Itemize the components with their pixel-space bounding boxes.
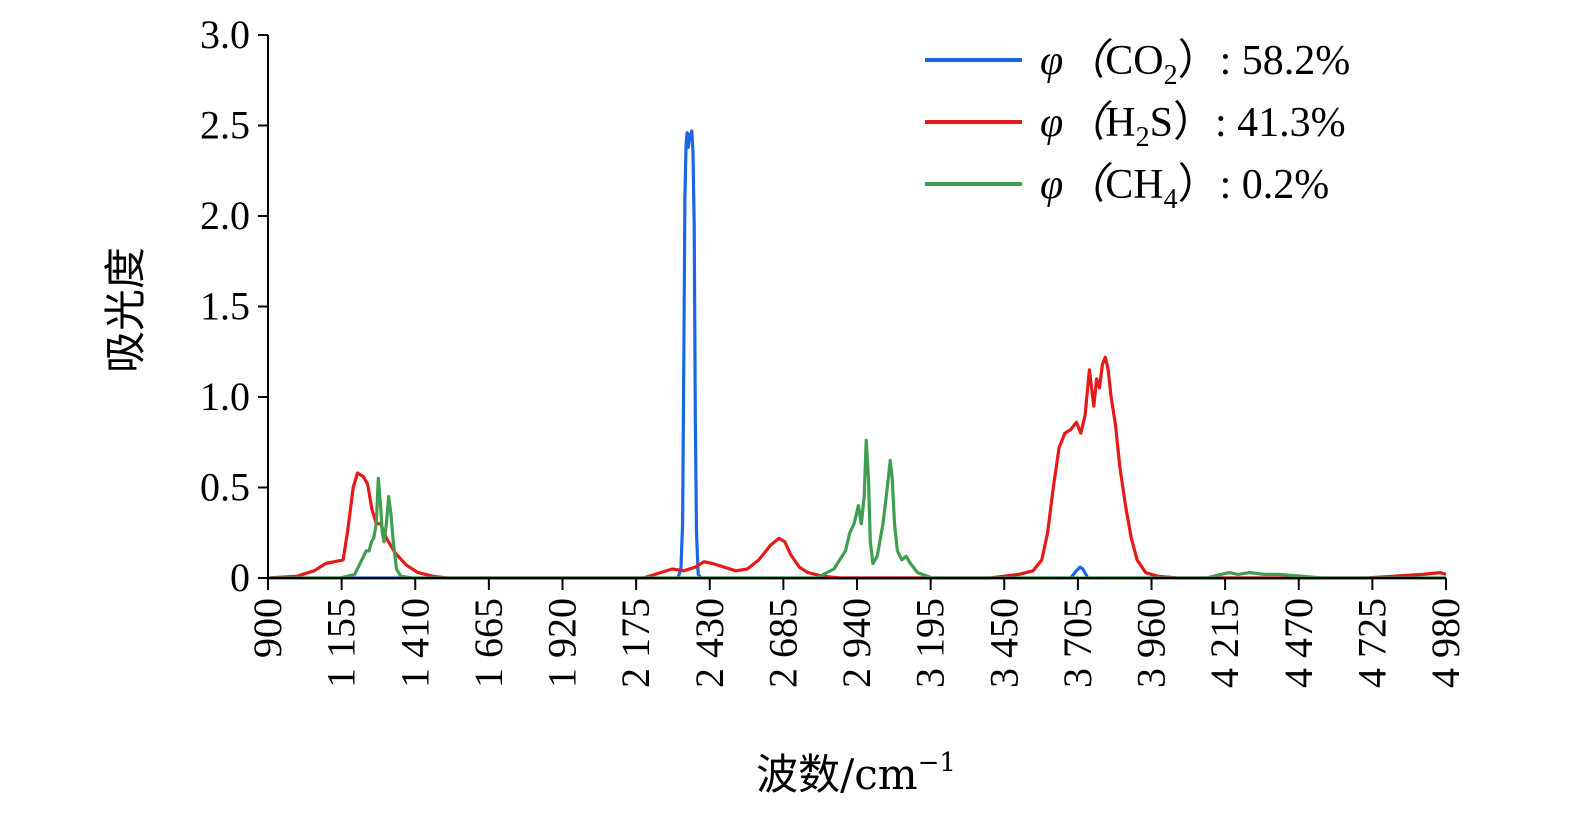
y-tick-label: 2.5	[200, 103, 250, 148]
x-axis-title-text: 波数/cm	[756, 750, 918, 799]
x-tick-label: 4 980	[1423, 598, 1468, 688]
x-tick-label: 1 155	[319, 598, 364, 688]
series-line-h2s	[267, 355, 1447, 580]
x-tick-label: 2 940	[834, 598, 879, 688]
x-tick-label: 2 685	[760, 598, 805, 688]
legend-label-h2s: φ（H2S）: 41.3%	[1040, 100, 1346, 153]
x-tick-label: 3 450	[981, 598, 1026, 688]
series-line-co2	[268, 129, 1446, 580]
x-tick-label: 900	[245, 598, 290, 658]
x-axis-title: 波数/cm−1	[756, 748, 956, 799]
y-ticks: 0 0.5 1.0 1.5 2.0 2.5 3.0	[200, 12, 268, 600]
y-tick-label: 1.5	[200, 284, 250, 329]
x-ticks: 900 1 155 1 410 1 665 1 920 2 175 2 430 2 685 2 …	[245, 578, 1468, 688]
y-tick-label: 3.0	[200, 12, 250, 57]
y-axis-title: 吸光度	[101, 247, 150, 373]
legend-label-ch4: φ（CH4）: 0.2%	[1040, 162, 1329, 215]
x-tick-label: 4 725	[1349, 598, 1394, 688]
y-tick-label: 1.0	[200, 374, 250, 419]
x-tick-label: 4 470	[1276, 598, 1321, 688]
x-tick-label: 3 195	[908, 598, 953, 688]
x-tick-label: 1 920	[540, 598, 585, 688]
x-tick-label: 1 665	[466, 598, 511, 688]
series-line-ch4	[268, 438, 1446, 580]
x-tick-label: 2 175	[613, 598, 658, 688]
x-tick-label: 1 410	[392, 598, 437, 688]
y-tick-label: 0	[230, 555, 250, 600]
legend-label-co2: φ（CO2）: 58.2%	[1040, 38, 1350, 91]
x-axis-title-superscript: −1	[918, 748, 956, 778]
x-tick-label: 3 960	[1129, 598, 1174, 688]
legend: φ（CO2）: 58.2% φ（H2S）: 41.3% φ（CH4）: 0.2%	[925, 38, 1350, 215]
y-tick-label: 0.5	[200, 465, 250, 510]
y-tick-label: 2.0	[200, 193, 250, 238]
x-tick-label: 2 430	[687, 598, 732, 688]
x-tick-label: 3 705	[1055, 598, 1100, 688]
x-tick-label: 4 215	[1202, 598, 1247, 688]
